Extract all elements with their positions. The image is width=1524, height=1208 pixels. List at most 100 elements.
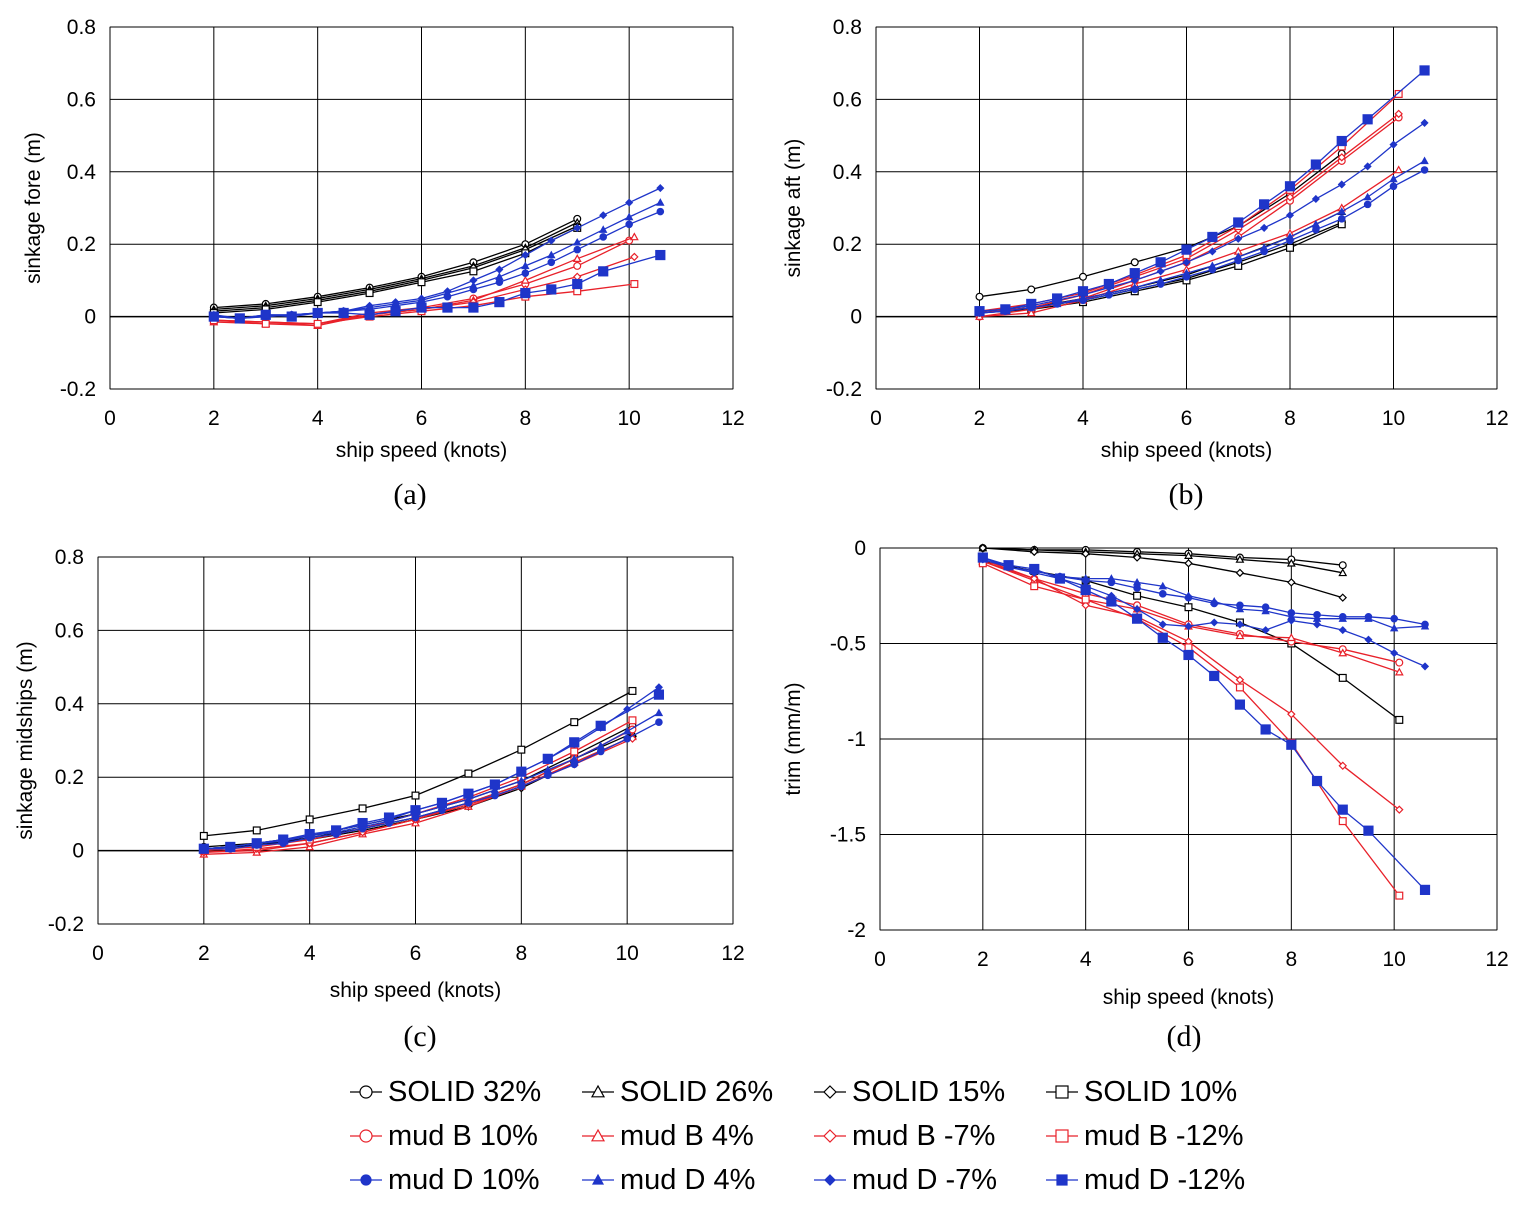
legend-marker bbox=[350, 1129, 382, 1143]
subplot-label-c: (c) bbox=[403, 1020, 437, 1053]
y-tick-label: 0.4 bbox=[67, 161, 97, 184]
data-point bbox=[1312, 620, 1322, 629]
data-point bbox=[1233, 217, 1244, 228]
legend-label: SOLID 15% bbox=[852, 1075, 1006, 1108]
data-point bbox=[357, 817, 368, 829]
data-point bbox=[520, 275, 530, 284]
data-point bbox=[1337, 215, 1346, 223]
data-point bbox=[1029, 563, 1040, 575]
x-tick-label: 6 bbox=[410, 942, 422, 965]
data-point bbox=[1235, 683, 1244, 692]
data-point bbox=[1285, 232, 1295, 241]
data-point bbox=[1130, 283, 1139, 291]
x-tick-label: 10 bbox=[617, 407, 640, 430]
x-tick-label: 12 bbox=[1485, 407, 1508, 430]
data-point bbox=[1131, 613, 1143, 624]
data-point bbox=[331, 825, 342, 836]
data-point bbox=[517, 782, 526, 791]
data-point bbox=[234, 313, 245, 324]
data-point bbox=[569, 737, 580, 748]
x-tick-label: 8 bbox=[519, 407, 531, 430]
data-point bbox=[313, 298, 322, 307]
data-point bbox=[1103, 278, 1114, 290]
data-point bbox=[1337, 207, 1346, 215]
y-tick-label: 0.6 bbox=[833, 88, 862, 111]
legend-marker bbox=[582, 1173, 614, 1185]
data-point bbox=[595, 720, 606, 731]
data-point bbox=[1027, 285, 1036, 294]
x-tick-label: 4 bbox=[312, 407, 324, 430]
series-line bbox=[982, 562, 1400, 896]
legend: SOLID 32% SOLID 26% SOLID 15% SOLID 10% … bbox=[348, 1070, 1288, 1202]
series-line bbox=[979, 69, 1425, 312]
data-point bbox=[596, 747, 605, 756]
x-tick-label: 6 bbox=[1183, 948, 1195, 971]
series-mud-d-7- bbox=[209, 184, 665, 323]
data-point bbox=[1260, 223, 1269, 232]
series-mud-d-7- bbox=[975, 118, 1429, 316]
data-point bbox=[823, 1085, 837, 1099]
data-point bbox=[1003, 560, 1014, 571]
y-tick-label: 0.8 bbox=[67, 16, 96, 39]
subplot-b: 0 2 4 6 8 10 12 -0.2 0 0.2 0.4 0.6 0.8 ship speed (kn… bbox=[782, 16, 1509, 462]
y-tick-label: 0 bbox=[84, 306, 96, 329]
legend-item: mud B -7% bbox=[812, 1120, 1044, 1153]
data-point bbox=[1419, 884, 1431, 895]
data-point bbox=[305, 815, 314, 824]
y-tick-label: 0.4 bbox=[55, 693, 85, 716]
data-point bbox=[1389, 140, 1398, 149]
data-point bbox=[517, 745, 526, 754]
legend-marker bbox=[814, 1085, 846, 1099]
data-point bbox=[590, 1128, 606, 1142]
data-point bbox=[1081, 574, 1090, 582]
data-point bbox=[542, 753, 553, 764]
y-tick-label: 0.2 bbox=[67, 233, 96, 256]
data-point bbox=[628, 716, 637, 725]
series-solid-15- bbox=[978, 543, 1347, 602]
data-point bbox=[359, 1085, 373, 1099]
data-point bbox=[360, 1174, 372, 1186]
data-point bbox=[1055, 1129, 1069, 1143]
data-point bbox=[417, 278, 426, 287]
legend-row: mud D 10% mud D 4% mud D -7% mud D -12% bbox=[348, 1158, 1288, 1202]
y-tick-label: -0.2 bbox=[826, 378, 862, 401]
legend-label: mud D 4% bbox=[620, 1163, 756, 1196]
y-tick-label: 0.6 bbox=[67, 88, 96, 111]
data-point bbox=[359, 1129, 373, 1143]
data-point bbox=[225, 841, 236, 853]
y-tick-label: -2 bbox=[847, 919, 866, 942]
data-point bbox=[1338, 561, 1347, 570]
x-tick-label: 2 bbox=[198, 942, 210, 965]
legend-label: mud D -12% bbox=[1084, 1163, 1246, 1196]
legend-label: mud B 4% bbox=[620, 1119, 754, 1152]
data-point bbox=[1284, 181, 1296, 192]
y-tick-label: 0.8 bbox=[833, 16, 862, 39]
data-point bbox=[304, 828, 315, 840]
data-point bbox=[261, 319, 270, 328]
series-mud-d-7- bbox=[199, 683, 663, 853]
series-line bbox=[203, 732, 633, 850]
data-point bbox=[656, 207, 665, 216]
data-point bbox=[1395, 805, 1404, 814]
data-point bbox=[1261, 626, 1270, 635]
data-point bbox=[1181, 244, 1192, 255]
data-point bbox=[623, 734, 631, 743]
data-point bbox=[546, 284, 557, 295]
data-point bbox=[590, 1084, 606, 1098]
data-point bbox=[1081, 601, 1090, 610]
data-point bbox=[1130, 276, 1139, 285]
legend-label: SOLID 10% bbox=[1084, 1075, 1238, 1108]
data-point bbox=[312, 307, 323, 319]
data-point bbox=[198, 843, 209, 854]
y-tick-label: -0.5 bbox=[830, 633, 866, 656]
data-point bbox=[286, 311, 297, 322]
data-point bbox=[570, 718, 579, 727]
series-mud-d-10- bbox=[979, 553, 1429, 629]
x-tick-label: 10 bbox=[615, 942, 638, 965]
data-point bbox=[628, 686, 637, 695]
data-point bbox=[823, 1129, 837, 1143]
subplot-label-b: (b) bbox=[1168, 478, 1204, 511]
data-point bbox=[358, 804, 367, 813]
data-point bbox=[1056, 1174, 1068, 1186]
legend-marker bbox=[350, 1174, 382, 1186]
